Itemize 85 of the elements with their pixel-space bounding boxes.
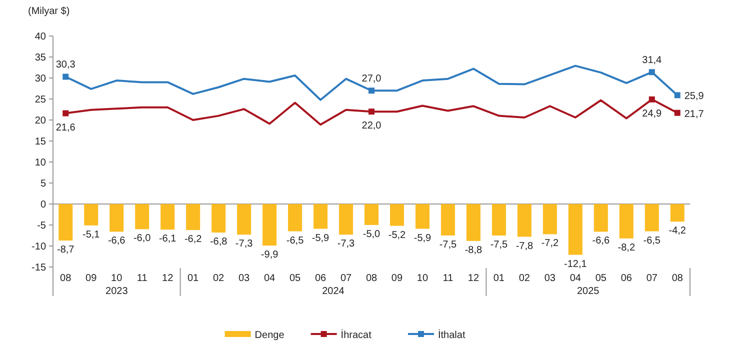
point xyxy=(674,92,680,98)
data-label: -5,1 xyxy=(82,229,100,240)
x-tick-label: 02 xyxy=(518,273,530,284)
data-label: 21,7 xyxy=(684,108,704,120)
data-label: -12,1 xyxy=(564,258,588,270)
point xyxy=(648,69,655,76)
data-label: -4,2 xyxy=(668,226,686,237)
x-tick-label: 12 xyxy=(162,273,174,284)
data-label: -5,9 xyxy=(414,232,432,244)
x-tick-label: 05 xyxy=(289,273,302,284)
x-tick-label: 02 xyxy=(212,273,225,284)
data-label: -7,8 xyxy=(516,240,534,252)
point xyxy=(648,96,655,102)
x-tick-label: 07 xyxy=(340,273,352,284)
x-tick-label: 03 xyxy=(238,273,250,284)
y-tick-label: 25 xyxy=(34,94,46,106)
data-label: 27,0 xyxy=(362,74,382,85)
data-label: -5,0 xyxy=(362,229,381,240)
text: 2025 xyxy=(576,286,600,297)
x-tick-label: 05 xyxy=(595,273,607,284)
y-tick-label: -15 xyxy=(32,262,46,274)
y-tick-label: 40 xyxy=(34,32,46,42)
point xyxy=(674,110,680,116)
y-tick-label: 10 xyxy=(34,158,46,168)
legend-label: İthalat xyxy=(438,329,466,341)
x-tick-label: 09 xyxy=(391,273,403,284)
x-tick-label: 06 xyxy=(620,273,632,284)
data-label: -7,3 xyxy=(337,238,356,250)
x-tick-label: 10 xyxy=(416,273,428,284)
data-label: -8,7 xyxy=(57,244,75,256)
data-label: 24,9 xyxy=(642,108,662,120)
x-tick-label: 11 xyxy=(136,273,148,284)
x-tick-label: 04 xyxy=(570,273,582,284)
data-label: -7,5 xyxy=(439,240,458,250)
data-label: -6,5 xyxy=(643,235,661,246)
x-tick-label: 03 xyxy=(544,273,556,284)
text: 2024 xyxy=(322,286,345,297)
point xyxy=(62,110,69,116)
x-tick-label: 01 xyxy=(188,273,200,284)
y-tick-label: 0 xyxy=(40,200,46,210)
y-tick-label: 5 xyxy=(40,178,46,190)
y-tick-label: 35 xyxy=(34,52,46,64)
data-label: -9,9 xyxy=(260,250,279,261)
data-label: 21,6 xyxy=(56,122,76,134)
data-label: -7,5 xyxy=(490,240,508,250)
data-label: -6,1 xyxy=(158,234,177,245)
x-tick-label: 07 xyxy=(646,273,658,284)
x-tick-label: 12 xyxy=(468,273,480,284)
data-label: -5,2 xyxy=(388,230,406,241)
y-tick-label: 20 xyxy=(34,116,46,126)
data-label: -6,0 xyxy=(133,233,152,244)
data-label: -6,6 xyxy=(108,236,126,247)
x-tick-label: 08 xyxy=(672,273,684,284)
data-label: 30,3 xyxy=(56,60,76,71)
data-label: -8,8 xyxy=(464,244,483,256)
data-label: 25,9 xyxy=(684,91,704,102)
point xyxy=(368,88,374,94)
x-tick-label: 11 xyxy=(442,273,454,284)
x-tick-label: 04 xyxy=(264,273,276,284)
data-label: 31,4 xyxy=(642,55,662,66)
text: 2023 xyxy=(106,286,128,297)
data-label: -5,9 xyxy=(312,232,330,244)
y-tick-label: 30 xyxy=(34,74,46,84)
y-tick-label: 15 xyxy=(34,136,46,148)
x-tick-label: 06 xyxy=(314,273,327,284)
y-axis-title: (Milyar $) xyxy=(28,6,70,17)
data-label: -6,6 xyxy=(592,236,610,247)
x-tick-label: 09 xyxy=(86,273,98,284)
data-label: -7,2 xyxy=(541,238,559,250)
data-label: -7,3 xyxy=(235,238,254,250)
x-tick-label: 08 xyxy=(366,273,378,284)
legend-label: Denge xyxy=(254,330,285,341)
point xyxy=(368,108,374,115)
data-label: 22,0 xyxy=(362,120,382,132)
y-tick-label: -5 xyxy=(37,220,46,232)
x-tick-label: 08 xyxy=(60,273,72,284)
x-tick-label: 01 xyxy=(493,273,505,284)
point xyxy=(62,74,69,80)
legend-label: İhracat xyxy=(340,329,372,341)
data-label: -8,2 xyxy=(618,242,636,254)
y-tick-label: -10 xyxy=(32,242,46,252)
data-label: -6,5 xyxy=(286,235,304,246)
data-label: -6,2 xyxy=(184,234,202,246)
x-tick-label: 10 xyxy=(111,273,123,284)
data-label: -6,8 xyxy=(210,236,228,248)
